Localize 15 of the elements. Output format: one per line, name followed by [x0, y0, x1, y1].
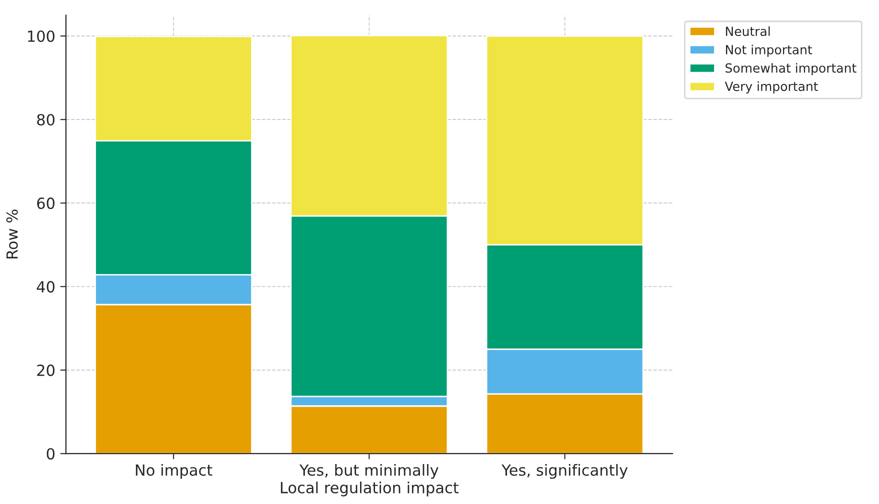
legend-label: Neutral	[726, 26, 770, 36]
y-tick-label: 80	[37, 114, 54, 126]
y-tick-label: 60	[37, 198, 54, 210]
x-axis-title: Local regulation impact	[280, 482, 459, 496]
y-tick-label: 0	[46, 448, 54, 460]
legend-label: Very important	[724, 81, 818, 94]
x-tick-label: No impact	[136, 464, 212, 479]
legend-label: Not important	[726, 44, 812, 57]
y-tick-label: 100	[28, 30, 54, 42]
legend-label: Somewhat important	[726, 63, 856, 76]
y-tick-label: 40	[36, 281, 54, 293]
x-tick-label: Yes, significantly	[502, 464, 628, 479]
y-axis-title: Row %	[6, 210, 18, 258]
x-tick-label: Yes, but minimally	[299, 464, 438, 479]
y-tick-label: 20	[37, 364, 54, 376]
